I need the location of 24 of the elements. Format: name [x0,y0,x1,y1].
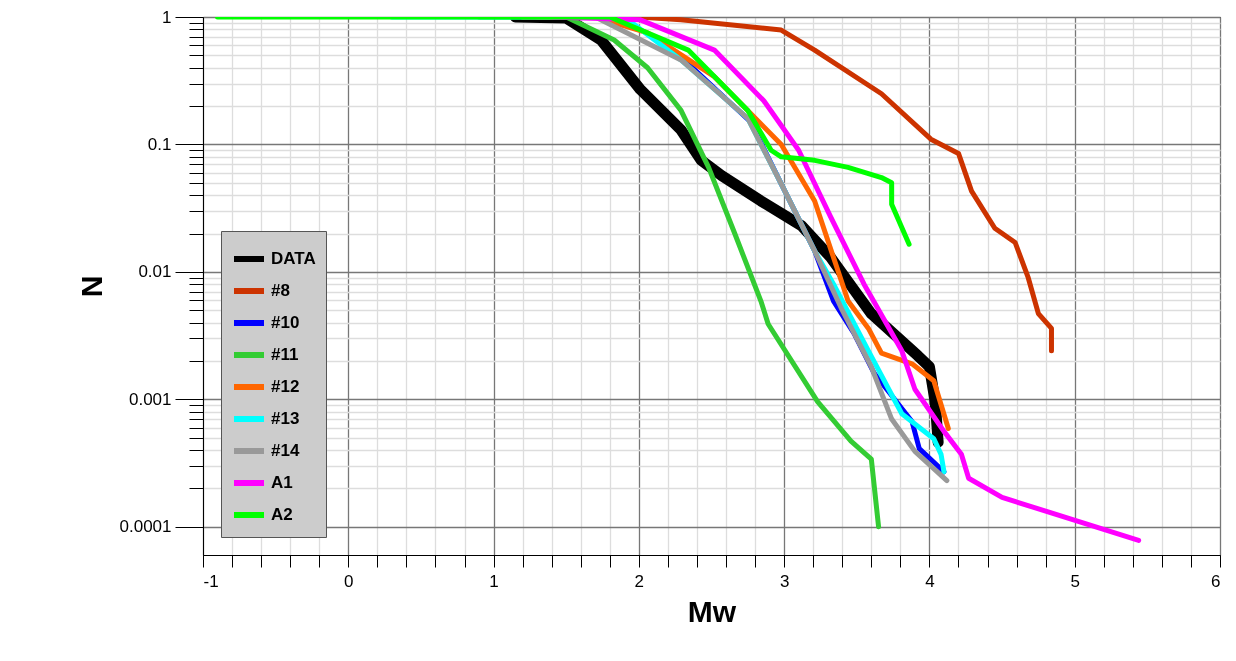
y-tick-label: 0.0001 [119,517,172,537]
legend-label: #13 [271,409,300,428]
y-tick-label: 1 [162,7,172,27]
x-tick-label: -1 [203,571,219,591]
legend-label: #10 [271,313,300,332]
x-tick-label: 3 [779,571,790,591]
y-axis-title: N [74,275,108,298]
y-tick-label: 0.1 [147,134,172,154]
legend-label: #12 [271,377,300,396]
x-axis-title: Mw [687,594,737,628]
x-tick-label: 0 [344,571,354,591]
legend-label: A2 [271,505,293,524]
legend-label: DATA [271,249,316,268]
legend-label: #11 [271,345,299,364]
x-tick-label: 2 [634,571,645,591]
legend-label: #14 [271,441,300,460]
x-tick-label: 5 [1070,571,1080,591]
legend-label: A1 [271,473,293,492]
x-tick-label: 6 [1211,571,1221,591]
legend-label: #8 [271,281,290,300]
y-tick-label: 0.001 [128,389,172,409]
x-tick-label: 4 [925,571,935,591]
y-tick-label: 0.01 [138,262,172,282]
x-tick-label: 1 [489,571,499,591]
